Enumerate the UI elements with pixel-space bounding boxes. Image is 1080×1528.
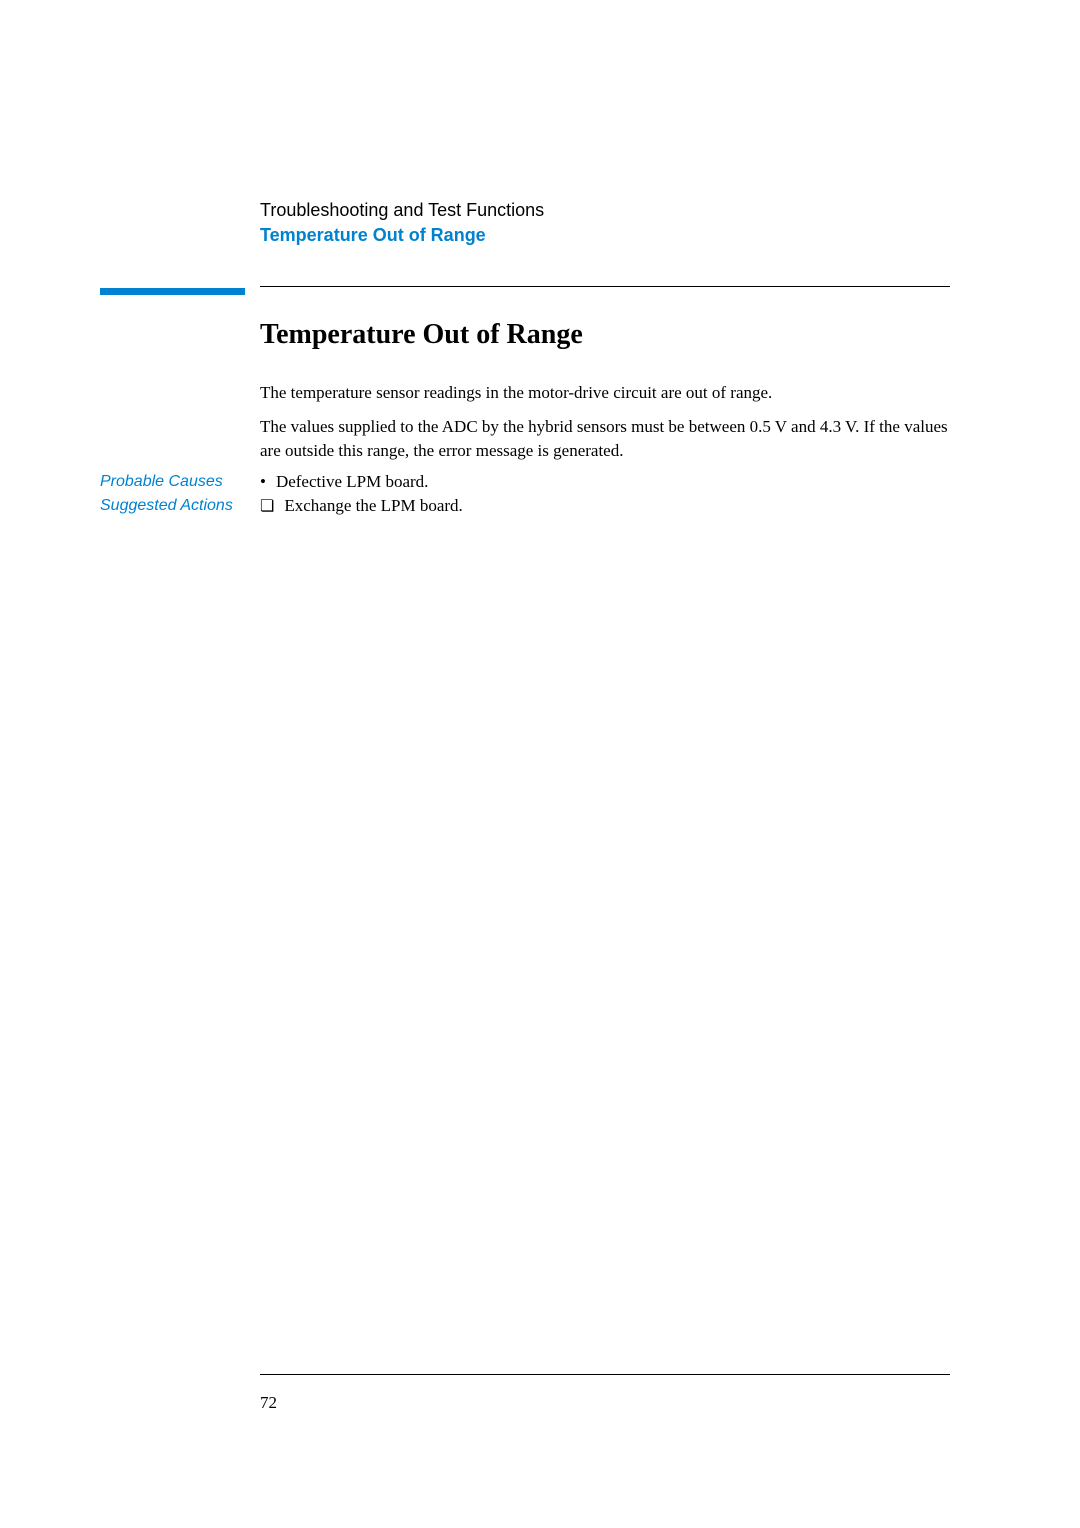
suggested-actions-label: Suggested Actions	[100, 496, 260, 515]
accent-bar	[100, 288, 245, 295]
probable-cause-item-text: Defective LPM board.	[276, 472, 428, 492]
probable-causes-row: Probable Causes • Defective LPM board.	[260, 472, 950, 492]
suggested-actions-row: Suggested Actions ❏ Exchange the LPM boa…	[260, 496, 950, 516]
main-title: Temperature Out of Range	[260, 319, 950, 351]
header-section-title: Troubleshooting and Test Functions	[260, 200, 950, 221]
list-item: • Defective LPM board.	[260, 472, 950, 492]
header-divider-line	[260, 286, 950, 287]
suggested-action-item-text: Exchange the LPM board.	[284, 496, 462, 516]
probable-causes-label: Probable Causes	[100, 472, 260, 491]
list-item: ❏ Exchange the LPM board.	[260, 496, 950, 516]
page-number: 72	[260, 1393, 950, 1413]
page-header: Troubleshooting and Test Functions Tempe…	[260, 200, 950, 246]
header-subsection-title: Temperature Out of Range	[260, 225, 950, 246]
checkbox-icon: ❏	[260, 496, 274, 516]
footer-divider-line	[260, 1374, 950, 1375]
page-footer: 72	[260, 1374, 950, 1413]
body-paragraph-1: The temperature sensor readings in the m…	[260, 381, 950, 405]
document-page: Troubleshooting and Test Functions Tempe…	[0, 0, 1080, 1528]
header-divider-area	[260, 286, 950, 287]
probable-causes-list: • Defective LPM board.	[260, 472, 950, 492]
body-paragraph-2: The values supplied to the ADC by the hy…	[260, 415, 950, 463]
suggested-actions-list: ❏ Exchange the LPM board.	[260, 496, 950, 516]
accent-bar-row	[100, 288, 950, 295]
content-area: Temperature Out of Range The temperature…	[260, 319, 950, 516]
bullet-icon: •	[260, 472, 266, 492]
